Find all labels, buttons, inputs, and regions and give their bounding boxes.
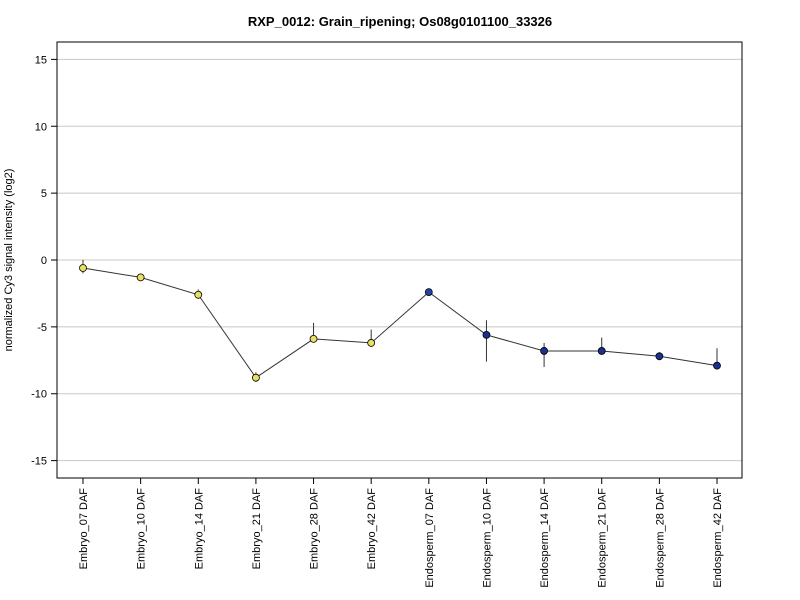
x-tick-label: Endosperm_28 DAF xyxy=(654,488,666,588)
y-axis-label: normalized Cy3 signal intensity (log2) xyxy=(3,169,15,352)
y-tick-label: -15 xyxy=(31,456,47,468)
x-tick-label: Embryo_14 DAF xyxy=(193,488,205,570)
data-point xyxy=(367,339,376,347)
x-tick-label: Endosperm_14 DAF xyxy=(539,488,551,588)
x-tick-label: Embryo_10 DAF xyxy=(136,488,148,570)
y-tick-label: 5 xyxy=(41,188,47,200)
data-point xyxy=(194,290,203,299)
y-tick-label: 0 xyxy=(41,255,47,267)
y-tick-label: -10 xyxy=(31,389,47,401)
data-point xyxy=(252,373,260,382)
x-tick-label: Embryo_07 DAF xyxy=(78,488,90,570)
grid xyxy=(57,58,742,462)
error-bars xyxy=(82,260,718,382)
x-tick-label: Endosperm_07 DAF xyxy=(424,488,436,588)
data-point xyxy=(713,361,721,370)
chart-title: RXP_0012: Grain_ripening; Os08g0101100_3… xyxy=(248,14,552,29)
x-tick-label: Embryo_42 DAF xyxy=(366,488,378,570)
y-tick-label: 15 xyxy=(35,54,47,66)
y-tick-label: -5 xyxy=(37,322,47,334)
data-point xyxy=(597,347,606,355)
x-axis: Embryo_07 DAF Embryo_10 DAF Embryo_14 DAF E… xyxy=(78,477,724,588)
series-line xyxy=(82,267,718,379)
y-tick-label: 10 xyxy=(35,121,47,133)
data-point xyxy=(136,273,145,282)
x-tick-label: Embryo_21 DAF xyxy=(251,488,263,570)
x-tick-label: Endosperm_21 DAF xyxy=(597,488,609,588)
data-point xyxy=(655,352,664,361)
data-point xyxy=(424,288,433,296)
data-point xyxy=(79,264,87,272)
x-tick-label: Endosperm_42 DAF xyxy=(712,488,724,588)
x-tick-label: Endosperm_10 DAF xyxy=(481,488,493,588)
data-point xyxy=(540,347,548,355)
data-point xyxy=(309,335,318,343)
y-axis: 15 10 5 0 -5 -10 -15 xyxy=(31,42,58,478)
data-points xyxy=(79,264,721,382)
x-tick-label: Embryo_28 DAF xyxy=(309,488,321,570)
data-point xyxy=(482,330,491,339)
